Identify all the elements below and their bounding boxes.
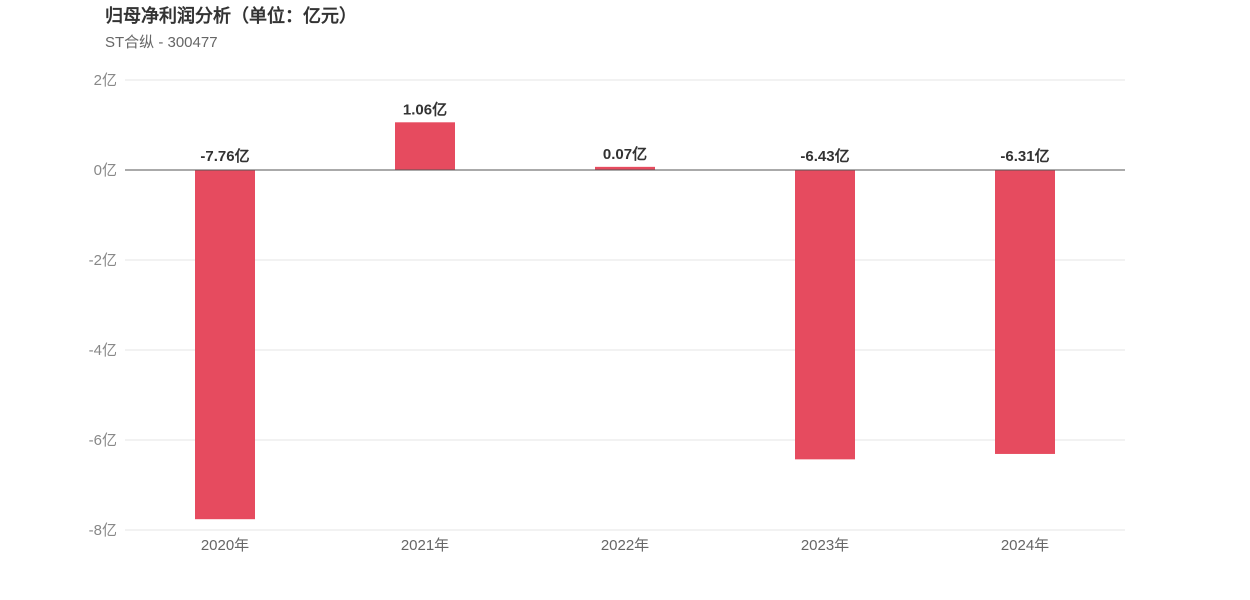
chart-subtitle: ST合纵 - 300477 — [105, 34, 218, 51]
y-tick-label: -2亿 — [89, 252, 117, 269]
data-label: 1.06亿 — [403, 100, 447, 118]
bar-3 — [595, 166, 655, 170]
x-tick-label: 2021年 — [401, 537, 449, 554]
bar-4 — [795, 170, 855, 460]
x-tick-label: 2020年 — [201, 537, 249, 554]
y-tick-label: 0亿 — [94, 162, 117, 179]
y-tick-label: -6亿 — [89, 432, 117, 449]
data-label: -6.31亿 — [1000, 147, 1049, 165]
data-label: -7.76亿 — [200, 147, 249, 165]
bar-5 — [995, 170, 1055, 454]
bar-1 — [195, 170, 255, 520]
bars — [195, 122, 1055, 520]
y-axis: 2亿 0亿 -2亿 -4亿 -6亿 -8亿 — [89, 72, 117, 539]
chart-title: 归母净利润分析（单位：亿元） — [105, 6, 357, 26]
data-label: 0.07亿 — [603, 145, 647, 163]
grid-lines — [125, 79, 1125, 531]
y-tick-label: 2亿 — [94, 72, 117, 89]
x-tick-label: 2024年 — [1001, 537, 1049, 554]
x-tick-label: 2023年 — [801, 537, 849, 554]
bar-2 — [395, 122, 455, 170]
data-labels: -7.76亿 1.06亿 0.07亿 -6.43亿 -6.31亿 — [200, 100, 1049, 165]
x-axis: 2020年 2021年 2022年 2023年 2024年 — [201, 537, 1049, 554]
x-tick-label: 2022年 — [601, 537, 649, 554]
y-tick-label: -4亿 — [89, 342, 117, 359]
y-tick-label: -8亿 — [89, 522, 117, 539]
data-label: -6.43亿 — [800, 147, 849, 165]
